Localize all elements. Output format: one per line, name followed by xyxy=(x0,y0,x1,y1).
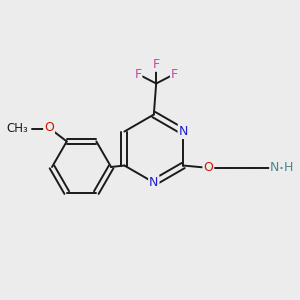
Text: CH₃: CH₃ xyxy=(6,122,28,136)
Text: F: F xyxy=(153,58,160,71)
Text: O: O xyxy=(44,121,54,134)
Text: F: F xyxy=(171,68,178,81)
Text: N: N xyxy=(178,125,188,138)
Text: N: N xyxy=(149,176,158,189)
Text: O: O xyxy=(203,161,213,174)
Text: H: H xyxy=(284,161,293,174)
Text: N: N xyxy=(270,161,280,174)
Text: F: F xyxy=(134,68,141,81)
